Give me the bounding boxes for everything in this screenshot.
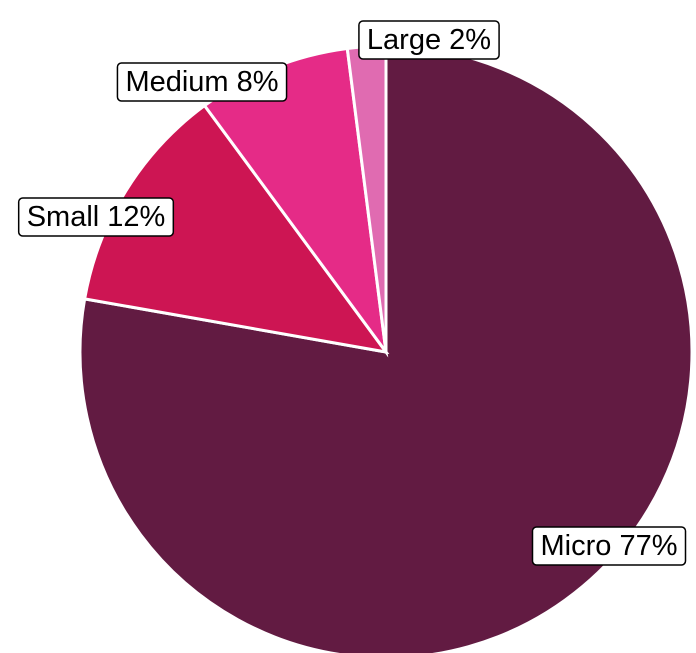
slice-label-large: Large 2% — [358, 20, 500, 60]
slice-label-text: Large 2% — [367, 24, 491, 56]
slice-label-box — [116, 62, 288, 102]
pie-labels: Micro 77% Small 12% Medium 8% Large 2% — [17, 20, 687, 566]
slice-label-small: Small 12% — [17, 197, 175, 237]
slice-label-box — [17, 197, 175, 237]
pie-slices — [78, 44, 694, 653]
pie-slice-small — [82, 103, 390, 355]
slice-label-text: Micro 77% — [541, 530, 678, 562]
slice-label-box — [531, 526, 687, 566]
slice-label-text: Small 12% — [27, 201, 166, 233]
slice-label-medium: Medium 8% — [116, 62, 288, 102]
slice-label-box — [358, 20, 500, 60]
slice-label-micro: Micro 77% — [531, 526, 687, 566]
slice-label-text: Medium 8% — [125, 66, 278, 98]
